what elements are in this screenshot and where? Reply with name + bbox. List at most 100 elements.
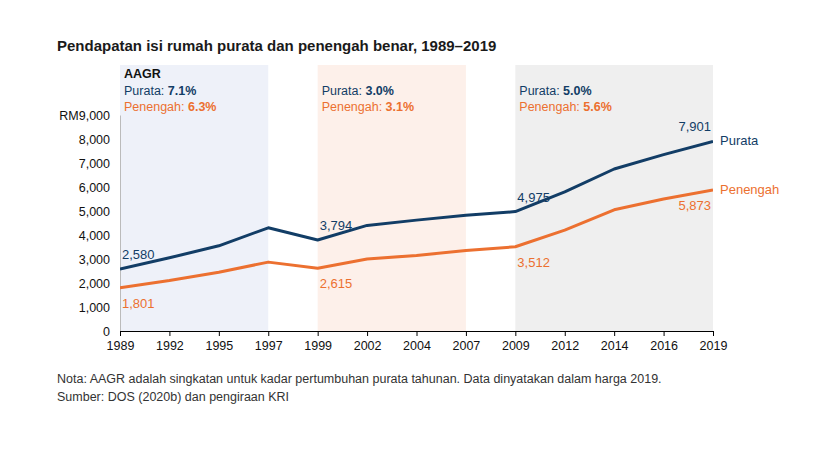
x-tick: 2014	[601, 331, 629, 353]
period-rate: Purata: 3.0%	[322, 84, 394, 98]
y-tick: 3,000	[79, 253, 120, 267]
x-tick-label: 2009	[502, 339, 530, 353]
period-bands: AAGR Purata: 7.1% Penengah: 6.3% Purata: 3.…	[120, 65, 713, 331]
x-tick: 2004	[403, 331, 431, 353]
x-axis: 1989 1992 1995 1997 1999 2002 2004 2007 2009 2012…	[107, 331, 728, 353]
period-rate-value: 3.1%	[386, 100, 415, 114]
note: Sumber: DOS (2020b) dan pengiraan KRI	[57, 390, 289, 404]
y-tick-label: 4,000	[79, 229, 110, 243]
x-tick: 2012	[551, 331, 579, 353]
period-rate-prefix: Purata:	[519, 84, 563, 98]
x-tick-label: 2002	[354, 339, 382, 353]
series-line	[120, 190, 713, 288]
x-tick: 2016	[650, 331, 678, 353]
x-tick-label: 2004	[403, 339, 431, 353]
y-tick-label: 3,000	[79, 253, 110, 267]
x-tick-mark	[713, 331, 714, 336]
y-tick-label: 5,000	[79, 205, 110, 219]
chart-container: AAGR Purata: 7.1% Penengah: 6.3% Purata: 3.…	[0, 0, 819, 460]
plot-area	[120, 141, 713, 287]
data-label: 7,901	[678, 119, 711, 134]
y-tick: 7,000	[79, 157, 120, 171]
data-label: 4,975	[517, 190, 550, 205]
period-rate-prefix: Penengah:	[124, 100, 188, 114]
period-rate-prefix: Penengah:	[519, 100, 583, 114]
period-band	[120, 65, 268, 331]
series-label: Purata	[720, 133, 759, 148]
y-tick: RM9,000	[59, 109, 120, 123]
period-rate: Purata: 5.0%	[519, 84, 591, 98]
series-line	[120, 141, 713, 269]
period-rate: Penengah: 5.6%	[519, 100, 611, 114]
period-rate-prefix: Penengah:	[322, 100, 386, 114]
data-labels: 2,580 3,794 4,975 7,901 1,801 2,615 3,512 5,873	[122, 119, 711, 310]
y-tick: 8,000	[79, 133, 120, 147]
notes: Nota: AAGR adalah singkatan untuk kadar …	[57, 372, 662, 404]
x-tick-label: 2019	[700, 339, 728, 353]
y-tick-label: RM9,000	[59, 109, 110, 123]
period-rate-value: 5.0%	[563, 84, 592, 98]
y-tick-label: 1,000	[79, 301, 110, 315]
period-rate-value: 7.1%	[168, 84, 197, 98]
data-label: 2,580	[122, 247, 155, 262]
y-tick-label: 8,000	[79, 133, 110, 147]
x-tick-label: 1992	[156, 339, 184, 353]
x-tick-label: 1989	[107, 339, 135, 353]
x-tick-mark	[219, 331, 220, 336]
period-rate: Penengah: 6.3%	[124, 100, 216, 114]
x-tick-mark	[565, 331, 566, 336]
x-tick-label: 2014	[601, 339, 629, 353]
y-axis-line	[120, 116, 121, 332]
x-tick: 1992	[156, 331, 184, 353]
y-tick-label: 0	[103, 325, 110, 339]
x-tick-mark	[614, 331, 615, 336]
x-tick-mark	[664, 331, 665, 336]
data-label: 3,794	[320, 218, 353, 233]
x-tick-label: 2012	[551, 339, 579, 353]
x-tick-mark	[466, 331, 467, 336]
period-rate-value: 5.6%	[583, 100, 612, 114]
period-rate: Purata: 7.1%	[124, 84, 196, 98]
y-tick: 1,000	[79, 301, 120, 315]
x-tick: 1997	[255, 331, 283, 353]
x-tick: 1995	[205, 331, 233, 353]
data-label: 2,615	[320, 276, 353, 291]
x-tick-label: 2016	[650, 339, 678, 353]
y-tick-label: 2,000	[79, 277, 110, 291]
x-tick-label: 2007	[453, 339, 481, 353]
y-tick: 4,000	[79, 229, 120, 243]
y-tick: 0	[103, 325, 120, 339]
y-tick: 5,000	[79, 205, 120, 219]
series-label: Penengah	[720, 182, 779, 197]
y-tick: 6,000	[79, 181, 120, 195]
x-tick-mark	[367, 331, 368, 336]
period-rate-value: 6.3%	[188, 100, 217, 114]
y-tick-label: 6,000	[79, 181, 110, 195]
y-tick: 2,000	[79, 277, 120, 291]
period-rate-value: 3.0%	[365, 84, 394, 98]
y-tick-label: 7,000	[79, 157, 110, 171]
x-tick-mark	[268, 331, 269, 336]
period-band	[318, 65, 466, 331]
x-tick: 2007	[453, 331, 481, 353]
x-tick-mark	[120, 331, 121, 336]
data-label: 3,512	[517, 255, 550, 270]
x-tick: 2002	[354, 331, 382, 353]
y-axis: 0 1,000 2,000 3,000 4,000 5,000 6,000 7,000 8,00…	[59, 109, 120, 339]
data-label: 1,801	[122, 296, 155, 311]
x-tick-mark	[515, 331, 516, 336]
period-heading: AAGR	[124, 67, 161, 81]
x-tick: 2019	[700, 331, 728, 353]
data-label: 5,873	[678, 198, 711, 213]
period-rate-prefix: Purata:	[322, 84, 366, 98]
period-rate-prefix: Purata:	[124, 84, 168, 98]
x-tick-mark	[318, 331, 319, 336]
x-tick: 1999	[304, 331, 332, 353]
x-tick: 1989	[107, 331, 135, 353]
period-rate: Penengah: 3.1%	[322, 100, 414, 114]
x-tick-label: 1995	[205, 339, 233, 353]
x-tick-mark	[169, 331, 170, 336]
x-tick-mark	[417, 331, 418, 336]
period-band	[515, 65, 713, 331]
x-tick-label: 1997	[255, 339, 283, 353]
